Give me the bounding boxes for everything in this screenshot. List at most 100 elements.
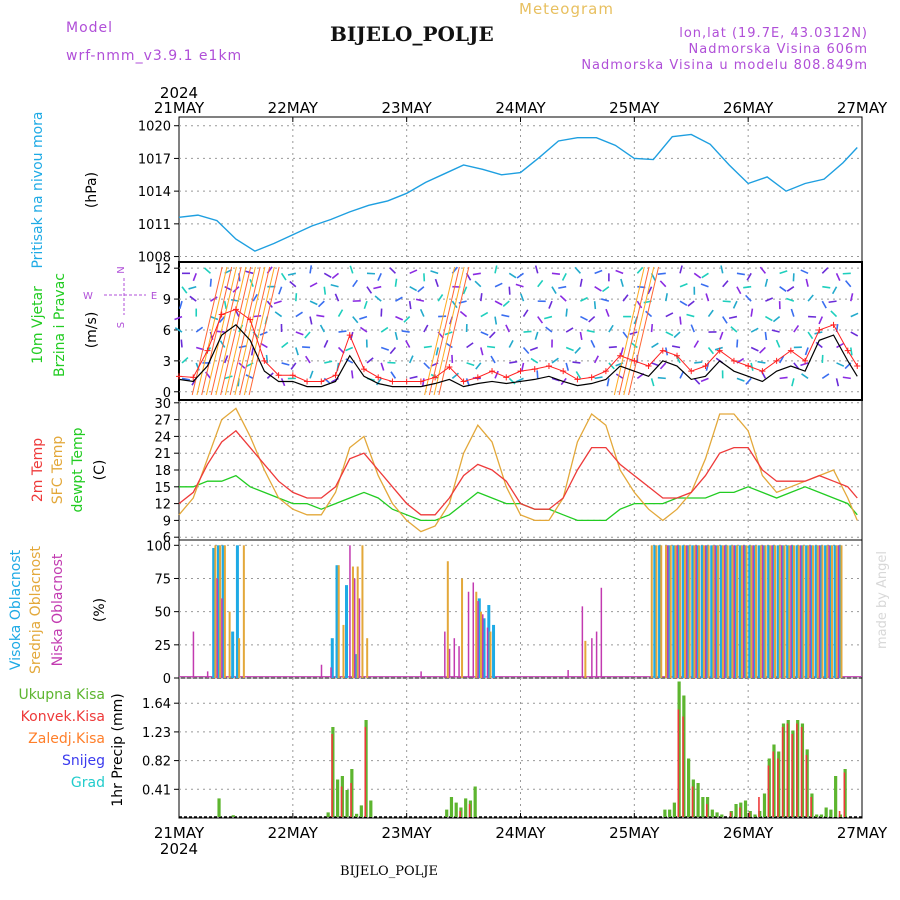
wind-arrow bbox=[309, 316, 313, 325]
cloud-bar-mid bbox=[750, 545, 753, 678]
wind-arrow bbox=[309, 282, 318, 288]
precip-axis-title: 1hr Precip (mm) bbox=[110, 693, 126, 806]
y-tick-label: 18 bbox=[154, 464, 171, 479]
gust-marker bbox=[289, 372, 296, 379]
wind-arrow bbox=[219, 340, 226, 348]
precip-bar-convective bbox=[340, 786, 343, 817]
temp-2m-axis-label: 2m Temp bbox=[30, 438, 46, 502]
wind-arrow bbox=[600, 298, 610, 302]
wind-arrow bbox=[181, 356, 189, 364]
wind-arrow bbox=[665, 312, 674, 318]
gust-marker bbox=[688, 368, 695, 375]
cloud-bar-mid bbox=[674, 545, 677, 678]
wind-streak bbox=[623, 266, 655, 396]
cloud-bar-low bbox=[676, 545, 678, 678]
wind-streak bbox=[424, 266, 456, 396]
cloud-bar-high bbox=[795, 545, 799, 678]
y-tick-label: 12 bbox=[154, 262, 171, 277]
cloud-bar-high bbox=[672, 545, 676, 678]
wind-arrow bbox=[593, 301, 597, 310]
wind-arrow bbox=[665, 293, 668, 302]
wind-arrow bbox=[580, 296, 588, 302]
wind-arrow bbox=[849, 347, 853, 356]
precip-bar-total bbox=[829, 809, 833, 817]
wind-streak bbox=[234, 266, 266, 396]
precip-bar-total bbox=[464, 798, 468, 817]
cloud-bar-high bbox=[658, 545, 662, 678]
cloud-bar-high bbox=[686, 545, 690, 678]
precip-bar-total bbox=[748, 811, 752, 817]
wind-arrow bbox=[290, 362, 297, 370]
year-label-bottom: 2024 bbox=[160, 840, 198, 858]
wind-arrow bbox=[821, 373, 830, 380]
y-tick-label: 9 bbox=[163, 293, 171, 308]
precip-bar-convective bbox=[777, 758, 779, 817]
pressure-unit-label: (hPa) bbox=[84, 172, 100, 208]
wind-arrow bbox=[260, 342, 268, 349]
product-title: Meteogram bbox=[519, 0, 614, 18]
wind-arrow bbox=[779, 286, 787, 292]
wind-arrow bbox=[245, 374, 254, 380]
cloud-bar-mid bbox=[717, 545, 720, 678]
cloud-bar-low bbox=[216, 578, 218, 678]
wind-arrow bbox=[659, 280, 667, 288]
wind-arrow bbox=[324, 360, 333, 364]
wind-arrow bbox=[210, 315, 219, 321]
precip-bar-total bbox=[668, 809, 672, 817]
wind-arrow bbox=[736, 377, 745, 382]
cloud-bar-high bbox=[487, 605, 491, 678]
wind-streak bbox=[243, 266, 275, 396]
cloud-bar-mid bbox=[740, 545, 743, 678]
cloud-bar-mid bbox=[778, 545, 781, 678]
precip-bar-convective bbox=[767, 765, 770, 817]
cloud-bar-mid bbox=[489, 631, 492, 678]
wind-arrow bbox=[462, 286, 468, 295]
wind-arrow bbox=[529, 346, 539, 351]
gust-marker bbox=[730, 357, 737, 364]
wind-arrow bbox=[615, 269, 624, 275]
wind-arrow bbox=[561, 272, 567, 281]
wind-streak bbox=[201, 266, 233, 396]
wind-arrow bbox=[415, 298, 425, 302]
gust-marker bbox=[759, 368, 766, 375]
precip-bar-total bbox=[454, 802, 458, 817]
cloud-bar-mid bbox=[821, 545, 824, 678]
cloud-bar-mid bbox=[726, 545, 729, 678]
precip-legend-item: Konvek.Kisa bbox=[21, 709, 105, 725]
y-tick-label: 75 bbox=[154, 572, 171, 587]
wind-arrow bbox=[331, 272, 340, 279]
cloud-bar-mid bbox=[759, 545, 762, 678]
cloud-bar-mid bbox=[793, 545, 796, 678]
wind-arrow bbox=[423, 345, 432, 349]
cloud-bar-mid bbox=[816, 545, 819, 678]
wind-arrow bbox=[238, 345, 247, 349]
cloud-bar-high bbox=[705, 545, 709, 678]
wind-arrow bbox=[590, 339, 596, 348]
wind-arrow bbox=[494, 300, 503, 306]
precip-bar-convective bbox=[758, 797, 760, 817]
cloud-mid-axis-label: Srednja Oblacnost bbox=[28, 546, 44, 674]
wind-arrow bbox=[831, 286, 838, 295]
temp-sfc-axis-label: SFC Temp bbox=[50, 436, 66, 505]
cloud-bar-low bbox=[192, 631, 195, 678]
y-tick-label: 1.64 bbox=[142, 697, 171, 712]
cloud-bar-low bbox=[472, 582, 475, 678]
wind-arrow bbox=[551, 286, 557, 294]
cloud-bar-mid bbox=[769, 545, 772, 678]
wind-streak bbox=[628, 266, 660, 396]
wind-arrow bbox=[475, 362, 482, 370]
wind-arrow bbox=[395, 296, 403, 302]
wind-arrow bbox=[363, 300, 368, 309]
wind-arrow bbox=[192, 273, 197, 282]
cloud-bar-low bbox=[714, 545, 716, 678]
cloud-bar-high bbox=[809, 545, 813, 678]
gust-line bbox=[178, 308, 858, 383]
wind-streak bbox=[196, 266, 228, 396]
y-tick-label: 25 bbox=[154, 639, 171, 654]
precip-bar-convective bbox=[796, 723, 798, 817]
wind-arrow bbox=[289, 280, 297, 288]
x-tick-label-bottom: 22MAY bbox=[268, 824, 319, 842]
wind-arrow bbox=[630, 342, 638, 349]
wind-arrow bbox=[679, 300, 688, 306]
